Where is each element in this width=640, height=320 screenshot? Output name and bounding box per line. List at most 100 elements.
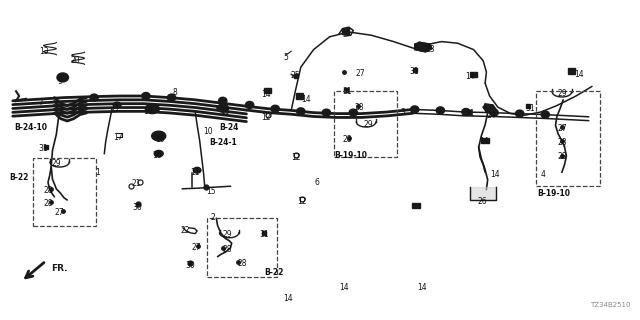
Ellipse shape — [271, 105, 280, 112]
Text: 14: 14 — [301, 95, 311, 104]
Ellipse shape — [113, 102, 121, 108]
Ellipse shape — [490, 109, 499, 116]
Ellipse shape — [90, 94, 99, 101]
Text: 28: 28 — [557, 152, 566, 161]
Bar — [412, 203, 420, 208]
Ellipse shape — [193, 167, 201, 173]
Text: 31: 31 — [409, 67, 419, 76]
Text: 19: 19 — [155, 135, 165, 144]
Ellipse shape — [57, 73, 68, 82]
Text: 31: 31 — [38, 144, 48, 153]
Ellipse shape — [436, 107, 444, 114]
Text: 31: 31 — [525, 104, 535, 113]
Text: 2: 2 — [211, 213, 216, 222]
Text: 14: 14 — [283, 294, 293, 303]
Text: 29: 29 — [51, 159, 61, 168]
Text: 14: 14 — [260, 90, 271, 99]
Text: 29: 29 — [557, 89, 567, 98]
Text: 12: 12 — [261, 113, 270, 122]
Ellipse shape — [541, 111, 550, 118]
Text: 28: 28 — [44, 199, 52, 208]
Text: 31: 31 — [342, 87, 353, 96]
Bar — [33, 158, 96, 226]
Text: 27: 27 — [355, 69, 365, 78]
Text: B-24-10: B-24-10 — [14, 124, 47, 132]
Text: 29: 29 — [363, 120, 373, 129]
Text: 27: 27 — [191, 243, 202, 252]
Text: 31: 31 — [259, 230, 269, 239]
Text: 20: 20 — [70, 56, 81, 65]
Text: 28: 28 — [44, 186, 52, 195]
Bar — [536, 91, 600, 186]
Bar — [207, 218, 277, 277]
Text: 19: 19 — [143, 108, 154, 116]
Bar — [342, 28, 349, 34]
Ellipse shape — [461, 108, 470, 116]
Ellipse shape — [154, 150, 163, 157]
Text: 15: 15 — [206, 188, 216, 196]
Text: 7: 7 — [38, 98, 43, 107]
Text: 5: 5 — [284, 53, 289, 62]
Text: 30: 30 — [132, 204, 143, 212]
Text: 11: 11 — [191, 168, 200, 177]
Text: 28: 28 — [557, 138, 566, 147]
Text: B-24: B-24 — [220, 124, 239, 132]
Text: 28: 28 — [355, 103, 364, 112]
Text: 9: 9 — [57, 77, 62, 86]
Text: 16: 16 — [152, 151, 162, 160]
Text: 12: 12 — [298, 197, 307, 206]
Ellipse shape — [322, 109, 331, 116]
Ellipse shape — [168, 94, 175, 101]
Text: 14: 14 — [465, 72, 476, 81]
Text: 8: 8 — [172, 88, 177, 97]
Text: 27: 27 — [54, 208, 65, 217]
Text: B-19-10: B-19-10 — [537, 189, 570, 198]
Text: 17: 17 — [113, 133, 124, 142]
Text: 14: 14 — [479, 137, 490, 146]
Text: 12: 12 — [291, 153, 300, 162]
Text: 31: 31 — [465, 109, 476, 118]
Text: 29: 29 — [222, 230, 232, 239]
Bar — [481, 138, 489, 143]
Ellipse shape — [145, 104, 159, 114]
Text: 27: 27 — [557, 124, 567, 133]
Bar — [296, 93, 303, 99]
Text: 21: 21 — [132, 180, 141, 188]
Ellipse shape — [296, 108, 305, 115]
Ellipse shape — [152, 131, 166, 141]
Text: 11: 11 — [111, 104, 120, 113]
Text: 18: 18 — [221, 108, 230, 116]
Text: 25: 25 — [291, 71, 301, 80]
Text: 24: 24 — [486, 111, 496, 120]
Text: 22: 22 — [181, 226, 190, 235]
Text: 28: 28 — [223, 245, 232, 254]
Bar — [264, 88, 271, 93]
Text: 28: 28 — [237, 260, 246, 268]
Text: 14: 14 — [490, 170, 500, 179]
Text: 23: 23 — [426, 45, 436, 54]
Bar — [568, 68, 575, 74]
Ellipse shape — [218, 97, 227, 104]
Text: 3: 3 — [401, 108, 406, 117]
Text: 26: 26 — [477, 197, 487, 206]
Bar — [419, 45, 426, 50]
Text: B-22: B-22 — [10, 173, 29, 182]
Text: 14: 14 — [339, 283, 349, 292]
Text: 4: 4 — [540, 170, 545, 179]
Text: 6: 6 — [314, 178, 319, 187]
Text: 14: 14 — [574, 70, 584, 79]
Polygon shape — [470, 187, 496, 200]
Text: B-19-10: B-19-10 — [334, 151, 367, 160]
Polygon shape — [483, 104, 496, 114]
Ellipse shape — [142, 92, 150, 100]
Text: 28: 28 — [343, 135, 352, 144]
Text: 30: 30 — [185, 261, 195, 270]
Text: 10: 10 — [203, 127, 213, 136]
Polygon shape — [415, 42, 432, 52]
Ellipse shape — [516, 110, 524, 117]
Text: B-24-1: B-24-1 — [209, 138, 237, 147]
Ellipse shape — [349, 109, 358, 116]
Ellipse shape — [411, 106, 419, 113]
Text: FR.: FR. — [51, 264, 68, 273]
Ellipse shape — [217, 104, 228, 112]
